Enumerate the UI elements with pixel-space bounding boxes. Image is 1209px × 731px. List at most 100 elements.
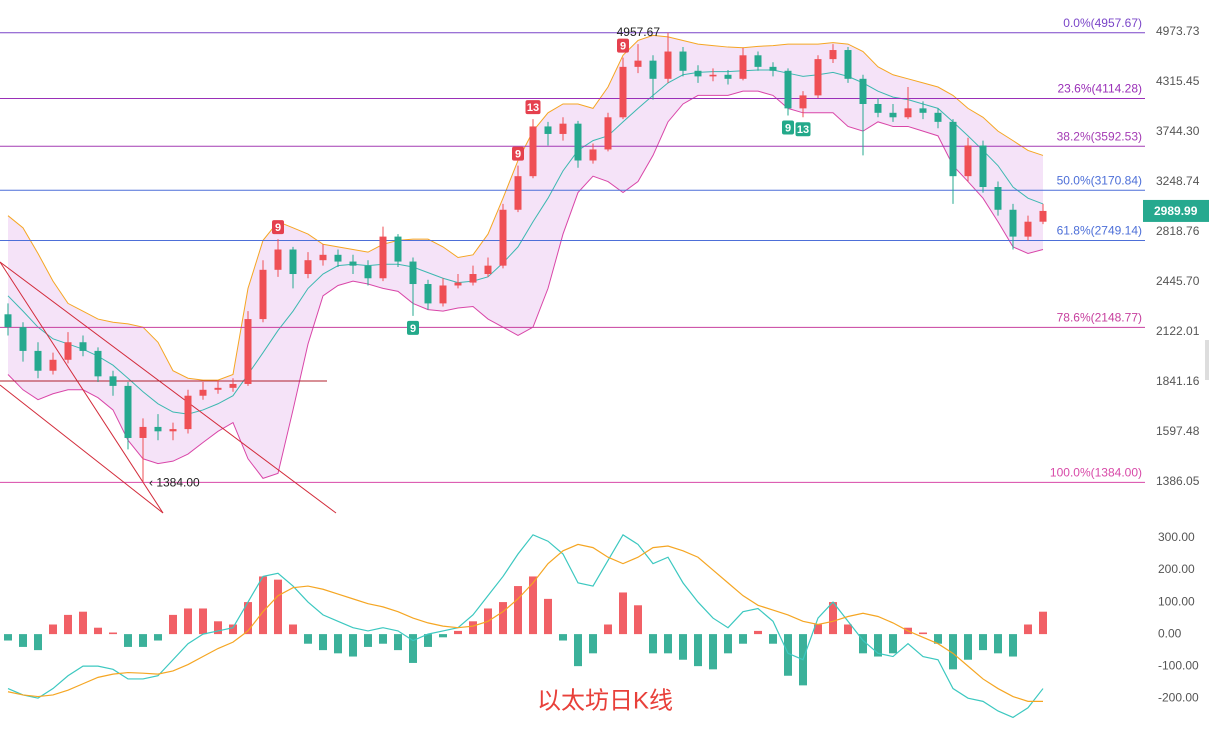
scrollbar [1205,340,1209,380]
candle-body [274,249,282,270]
y-tick-label: 2445.70 [1156,274,1200,288]
macd-bar [289,624,297,635]
price-tag-label: 2989.99 [1154,204,1198,218]
candle-body [349,261,357,266]
macd-layer [4,533,1047,719]
candle-body [1039,210,1047,222]
candle-body [1024,221,1032,237]
macd-bar [589,634,597,654]
td-marker-label: 9 [515,149,521,161]
macd-bar [274,579,282,635]
candle-body [649,60,657,79]
candle-body [889,112,897,118]
candle-body [964,145,972,177]
macd-tick-label: 300.00 [1158,530,1195,544]
macd-bar [349,634,357,657]
candle-body [4,314,12,328]
y-tick-label: 1597.48 [1156,424,1200,438]
macd-bar [814,624,822,635]
macd-bar [829,602,837,635]
macd-bar [439,634,447,638]
macd-bar [634,605,642,635]
td-marker-label: 9 [410,323,416,335]
macd-bar [409,634,417,663]
candle-body [799,95,807,109]
td-marker [782,120,794,135]
candle-body [484,265,492,275]
fib-label: 78.6%(2148.77) [1057,311,1142,325]
axis-layer: 4973.73 4315.45 3744.30 3248.74 2818.76 2445.… [1143,24,1209,704]
candle-body [979,145,987,188]
macd-bar [949,634,957,670]
macd-bar [304,634,312,644]
candle-body [289,249,297,275]
low-annotation: ‹ 1384.00 [149,476,200,490]
candle-body [109,376,117,386]
candle-body [244,319,252,384]
macd-bar [619,592,627,635]
td-marker-label: 13 [527,102,539,114]
candle-body [949,121,957,177]
macd-bar [1024,624,1032,635]
fib-layer: 0.0%(4957.67) 23.6%(4114.28) 38.2%(3592.53… [0,16,1145,483]
macd-bar [334,634,342,654]
candle-body [769,66,777,71]
y-tick-label: 1841.16 [1156,374,1200,388]
fib-label: 100.0%(1384.00) [1050,466,1142,480]
macd-bar [709,634,717,670]
fib-label: 23.6%(4114.28) [1057,82,1142,96]
candle-body [814,59,822,96]
candle-body [379,236,387,279]
macd-bar [514,586,522,635]
y-tick-label: 4973.73 [1156,24,1200,38]
candle-body [1009,209,1017,237]
band-line [7,69,1044,415]
macd-bar [169,614,177,635]
macd-bar [544,598,552,635]
macd-bar [919,632,927,635]
macd-bar [34,634,42,651]
candle-body [904,108,912,118]
candle-body [694,70,702,77]
candle-body [199,389,207,396]
candle-body [139,426,147,438]
fib-label: 0.0%(4957.67) [1063,16,1142,30]
candle-body [514,176,522,210]
candle-body [619,66,627,118]
macd-bar [184,608,192,635]
macd-bar [199,608,207,635]
macd-bar [784,634,792,676]
macd-bar [364,634,372,647]
candle-body [469,274,477,283]
candle-body [829,50,837,60]
candle-body [454,282,462,286]
macd-bar [559,634,567,641]
candle-body [184,395,192,430]
macd-bar [1009,634,1017,657]
macd-bar [934,634,942,644]
macd-bar [259,576,267,635]
macd-bar [994,634,1002,654]
td-marker-label: 9 [620,40,626,52]
macd-bar [874,634,882,657]
macd-bar [154,634,162,641]
td-marker-label: 9 [275,222,281,234]
td-marker [272,220,284,235]
macd-tick-label: -100.00 [1158,658,1199,672]
macd-bar [754,630,762,635]
macd-bar [694,634,702,667]
candle-body [229,383,237,388]
candle-body [424,284,432,304]
macd-bar [139,634,147,647]
macd-bar [529,576,537,635]
td-marker [512,146,524,161]
macd-bar [889,634,897,654]
band-fill [8,35,1043,479]
candle-body [439,285,447,304]
macd-bar [244,602,252,635]
macd-bar [124,634,132,647]
y-tick-label: 2818.76 [1156,224,1200,238]
fib-label: 38.2%(3592.53) [1057,129,1142,143]
candle-body [994,187,1002,210]
y-tick-label: 3744.30 [1156,124,1200,138]
